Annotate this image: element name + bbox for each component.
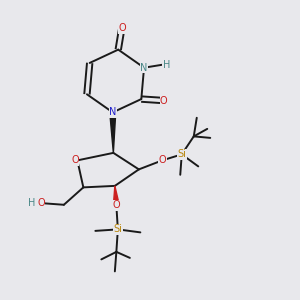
Text: Si: Si xyxy=(113,224,122,234)
Text: O: O xyxy=(118,23,126,33)
Text: O: O xyxy=(71,155,79,165)
Text: N: N xyxy=(109,107,116,117)
Text: N: N xyxy=(140,63,148,73)
Text: O: O xyxy=(37,198,45,208)
Text: O: O xyxy=(112,200,120,210)
Text: H: H xyxy=(28,198,36,208)
Polygon shape xyxy=(113,186,119,206)
Text: H: H xyxy=(163,60,170,70)
Polygon shape xyxy=(110,112,116,153)
Text: O: O xyxy=(158,155,166,165)
Text: O: O xyxy=(160,96,168,106)
Text: Si: Si xyxy=(177,149,186,159)
